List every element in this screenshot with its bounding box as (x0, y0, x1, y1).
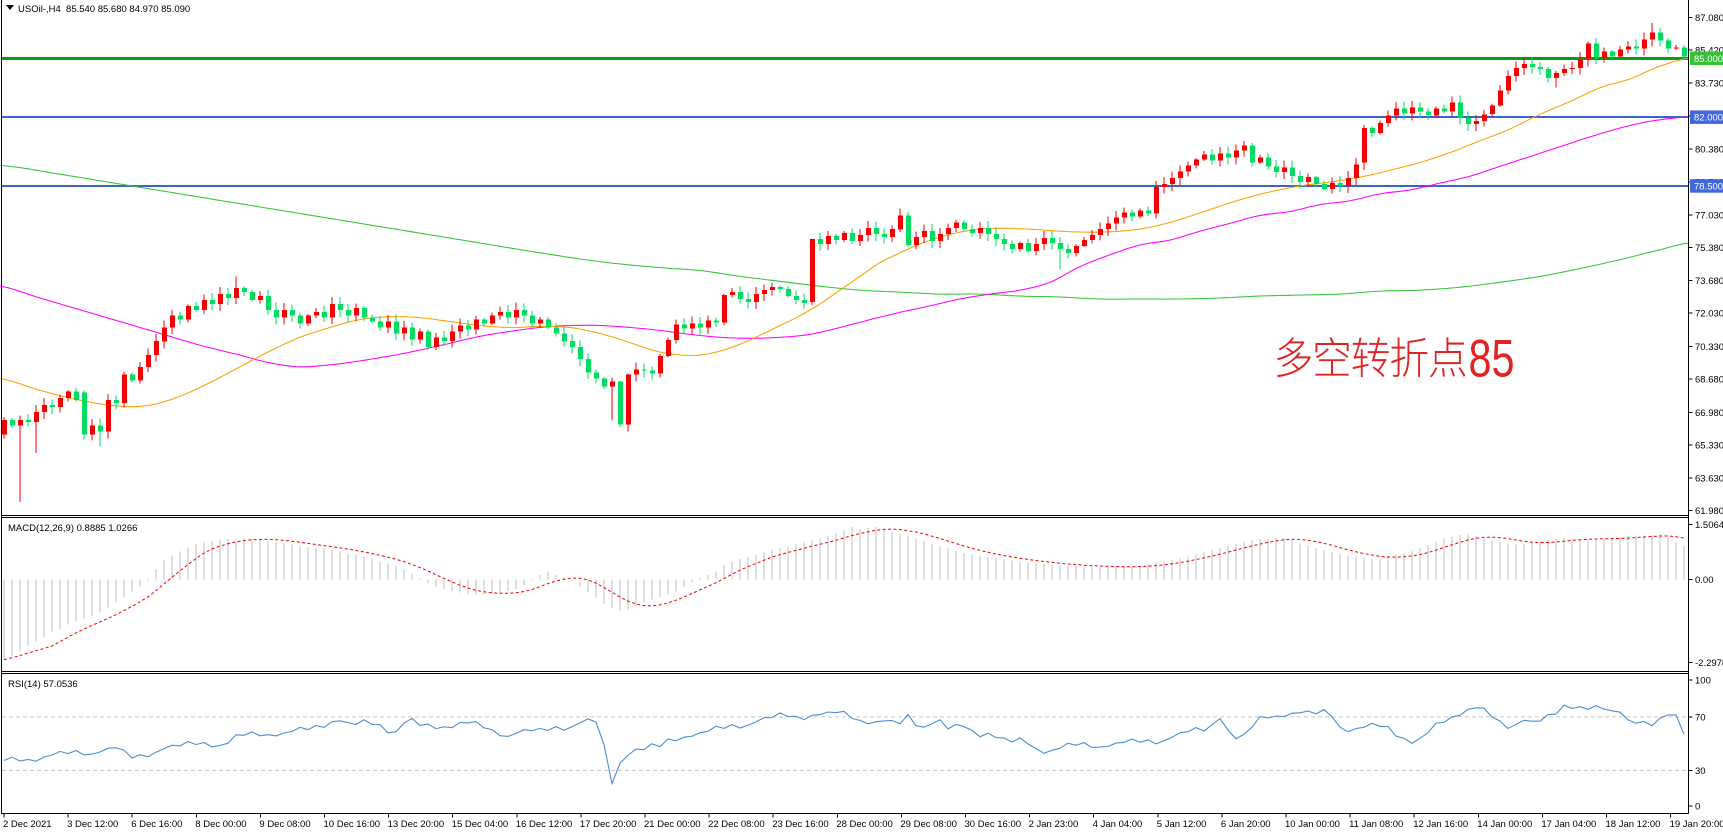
svg-text:28 Dec 00:00: 28 Dec 00:00 (836, 819, 893, 830)
svg-text:2 Jan 23:00: 2 Jan 23:00 (1029, 819, 1079, 830)
svg-text:70: 70 (1695, 712, 1706, 723)
svg-text:10 Jan 00:00: 10 Jan 00:00 (1285, 819, 1340, 830)
svg-text:RSI(14) 57.0536: RSI(14) 57.0536 (8, 679, 78, 690)
svg-text:83.730: 83.730 (1695, 79, 1723, 90)
svg-text:85.420: 85.420 (1695, 46, 1723, 57)
svg-text:MACD(12,26,9) 0.8885 1.0266: MACD(12,26,9) 0.8885 1.0266 (8, 523, 137, 534)
svg-text:77.030: 77.030 (1695, 210, 1723, 221)
svg-text:2 Dec 2021: 2 Dec 2021 (3, 819, 52, 830)
svg-text:63.630: 63.630 (1695, 474, 1723, 485)
svg-text:17 Dec 20:00: 17 Dec 20:00 (580, 819, 637, 830)
svg-text:0: 0 (1695, 802, 1700, 813)
svg-text:3 Dec 12:00: 3 Dec 12:00 (67, 819, 118, 830)
svg-text:66.980: 66.980 (1695, 408, 1723, 419)
svg-text:1.5064: 1.5064 (1695, 520, 1723, 531)
svg-text:5 Jan 12:00: 5 Jan 12:00 (1157, 819, 1207, 830)
svg-text:11 Jan 08:00: 11 Jan 08:00 (1349, 819, 1403, 830)
svg-text:18 Jan 12:00: 18 Jan 12:00 (1606, 819, 1661, 830)
svg-text:30 Dec 16:00: 30 Dec 16:00 (965, 819, 1022, 830)
svg-text:14 Jan 00:00: 14 Jan 00:00 (1477, 819, 1532, 830)
svg-text:85.000: 85.000 (1694, 54, 1723, 65)
svg-text:16 Dec 12:00: 16 Dec 12:00 (516, 819, 573, 830)
svg-text:4 Jan 04:00: 4 Jan 04:00 (1093, 819, 1143, 830)
svg-text:70.330: 70.330 (1695, 342, 1723, 353)
svg-text:9 Dec 08:00: 9 Dec 08:00 (259, 819, 310, 830)
svg-text:0.00: 0.00 (1695, 575, 1714, 586)
svg-text:72.030: 72.030 (1695, 309, 1723, 320)
svg-text:12 Jan 16:00: 12 Jan 16:00 (1413, 819, 1468, 830)
svg-text:23 Dec 16:00: 23 Dec 16:00 (772, 819, 829, 830)
svg-text:29 Dec 08:00: 29 Dec 08:00 (900, 819, 957, 830)
svg-text:87.080: 87.080 (1695, 13, 1723, 24)
svg-text:100: 100 (1695, 676, 1711, 687)
svg-text:30: 30 (1695, 766, 1706, 777)
svg-text:68.680: 68.680 (1695, 375, 1723, 386)
svg-text:13 Dec 20:00: 13 Dec 20:00 (388, 819, 445, 830)
svg-text:19 Jan 20:00: 19 Jan 20:00 (1670, 819, 1723, 830)
svg-text:USOil-,H4 85.540 85.680 84.97: USOil-,H4 85.540 85.680 84.970 85.090 (18, 4, 190, 15)
svg-text:80.380: 80.380 (1695, 145, 1723, 156)
svg-text:6 Dec 16:00: 6 Dec 16:00 (131, 819, 182, 830)
svg-text:17 Jan 04:00: 17 Jan 04:00 (1541, 819, 1596, 830)
svg-text:75.380: 75.380 (1695, 243, 1723, 254)
svg-text:85: 85 (1469, 330, 1515, 389)
svg-text:22 Dec 08:00: 22 Dec 08:00 (708, 819, 765, 830)
svg-text:78.500: 78.500 (1694, 182, 1723, 193)
svg-text:10 Dec 16:00: 10 Dec 16:00 (324, 819, 381, 830)
svg-text:21 Dec 00:00: 21 Dec 00:00 (644, 819, 701, 830)
svg-text:6 Jan 20:00: 6 Jan 20:00 (1221, 819, 1271, 830)
svg-text:65.330: 65.330 (1695, 440, 1723, 451)
svg-text:73.680: 73.680 (1695, 276, 1723, 287)
svg-text:15 Dec 04:00: 15 Dec 04:00 (452, 819, 509, 830)
svg-text:8 Dec 00:00: 8 Dec 00:00 (195, 819, 246, 830)
svg-text:82.000: 82.000 (1694, 113, 1723, 124)
svg-text:-2.2978: -2.2978 (1695, 658, 1723, 669)
svg-text:61.980: 61.980 (1695, 506, 1723, 517)
